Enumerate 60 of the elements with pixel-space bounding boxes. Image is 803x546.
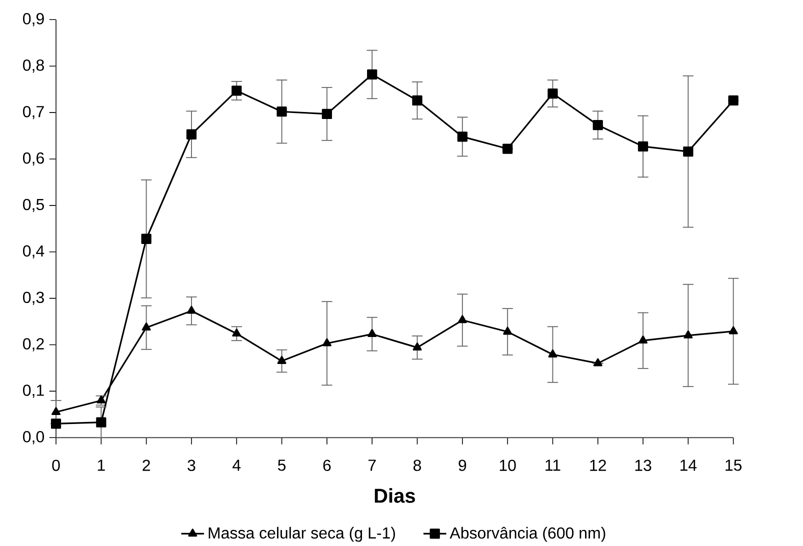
point bbox=[593, 358, 602, 366]
point bbox=[367, 69, 378, 80]
point bbox=[728, 326, 738, 334]
point bbox=[96, 417, 106, 428]
point bbox=[50, 418, 62, 429]
point bbox=[322, 108, 332, 120]
point bbox=[141, 234, 152, 244]
point bbox=[638, 336, 648, 344]
x-tick-label: 9 bbox=[458, 460, 466, 472]
point bbox=[368, 329, 377, 338]
point bbox=[186, 306, 196, 314]
legend-label: Massa celular seca (g L-1) bbox=[208, 526, 395, 542]
point bbox=[502, 144, 513, 154]
x-tick-label: 5 bbox=[278, 460, 286, 471]
point bbox=[412, 342, 422, 351]
y-tick-label: 0,3 bbox=[23, 292, 44, 306]
point bbox=[322, 338, 332, 346]
point bbox=[458, 315, 467, 324]
point bbox=[277, 356, 286, 364]
point bbox=[728, 95, 738, 106]
x-tick-label: 3 bbox=[188, 460, 196, 472]
point bbox=[503, 326, 512, 335]
x-tick-label: 1 bbox=[98, 460, 105, 471]
y-tick-label: 0,2 bbox=[23, 338, 44, 352]
y-tick-label: 0,0 bbox=[23, 431, 44, 444]
legend-label: Absorvância (600 nm) bbox=[450, 526, 606, 542]
x-tick-label: 8 bbox=[413, 460, 421, 472]
y-tick-label: 0,4 bbox=[23, 245, 44, 259]
y-tick-label: 0,5 bbox=[23, 198, 44, 212]
x-tick-label: 11 bbox=[546, 460, 560, 471]
x-axis-title: Dias bbox=[374, 488, 415, 503]
point bbox=[52, 407, 61, 416]
y-tick-label: 0,9 bbox=[23, 13, 44, 26]
point bbox=[276, 106, 287, 117]
point bbox=[592, 120, 603, 130]
x-tick-label: 13 bbox=[635, 460, 652, 472]
point bbox=[548, 88, 558, 99]
point bbox=[186, 129, 197, 140]
point bbox=[683, 146, 694, 157]
point bbox=[638, 141, 648, 152]
x-tick-label: 10 bbox=[500, 460, 516, 472]
point bbox=[548, 350, 558, 358]
x-tick-label: 15 bbox=[726, 460, 742, 471]
y-tick-label: 0,1 bbox=[23, 384, 44, 398]
x-tick-label: 4 bbox=[232, 460, 241, 471]
x-tick-label: 12 bbox=[590, 460, 606, 471]
x-tick-label: 2 bbox=[142, 460, 150, 471]
point bbox=[232, 86, 242, 96]
x-tick-label: 0 bbox=[52, 460, 60, 472]
y-tick-label: 0,7 bbox=[23, 106, 44, 120]
x-tick-label: 14 bbox=[680, 460, 697, 471]
point bbox=[232, 328, 242, 337]
point bbox=[412, 95, 422, 106]
y-tick-label: 0,8 bbox=[23, 60, 44, 73]
point bbox=[684, 330, 693, 338]
point bbox=[142, 322, 151, 331]
x-tick-label: 7 bbox=[368, 460, 376, 471]
y-tick-label: 0,6 bbox=[23, 152, 44, 166]
x-tick-label: 6 bbox=[323, 460, 331, 472]
point bbox=[457, 132, 468, 142]
